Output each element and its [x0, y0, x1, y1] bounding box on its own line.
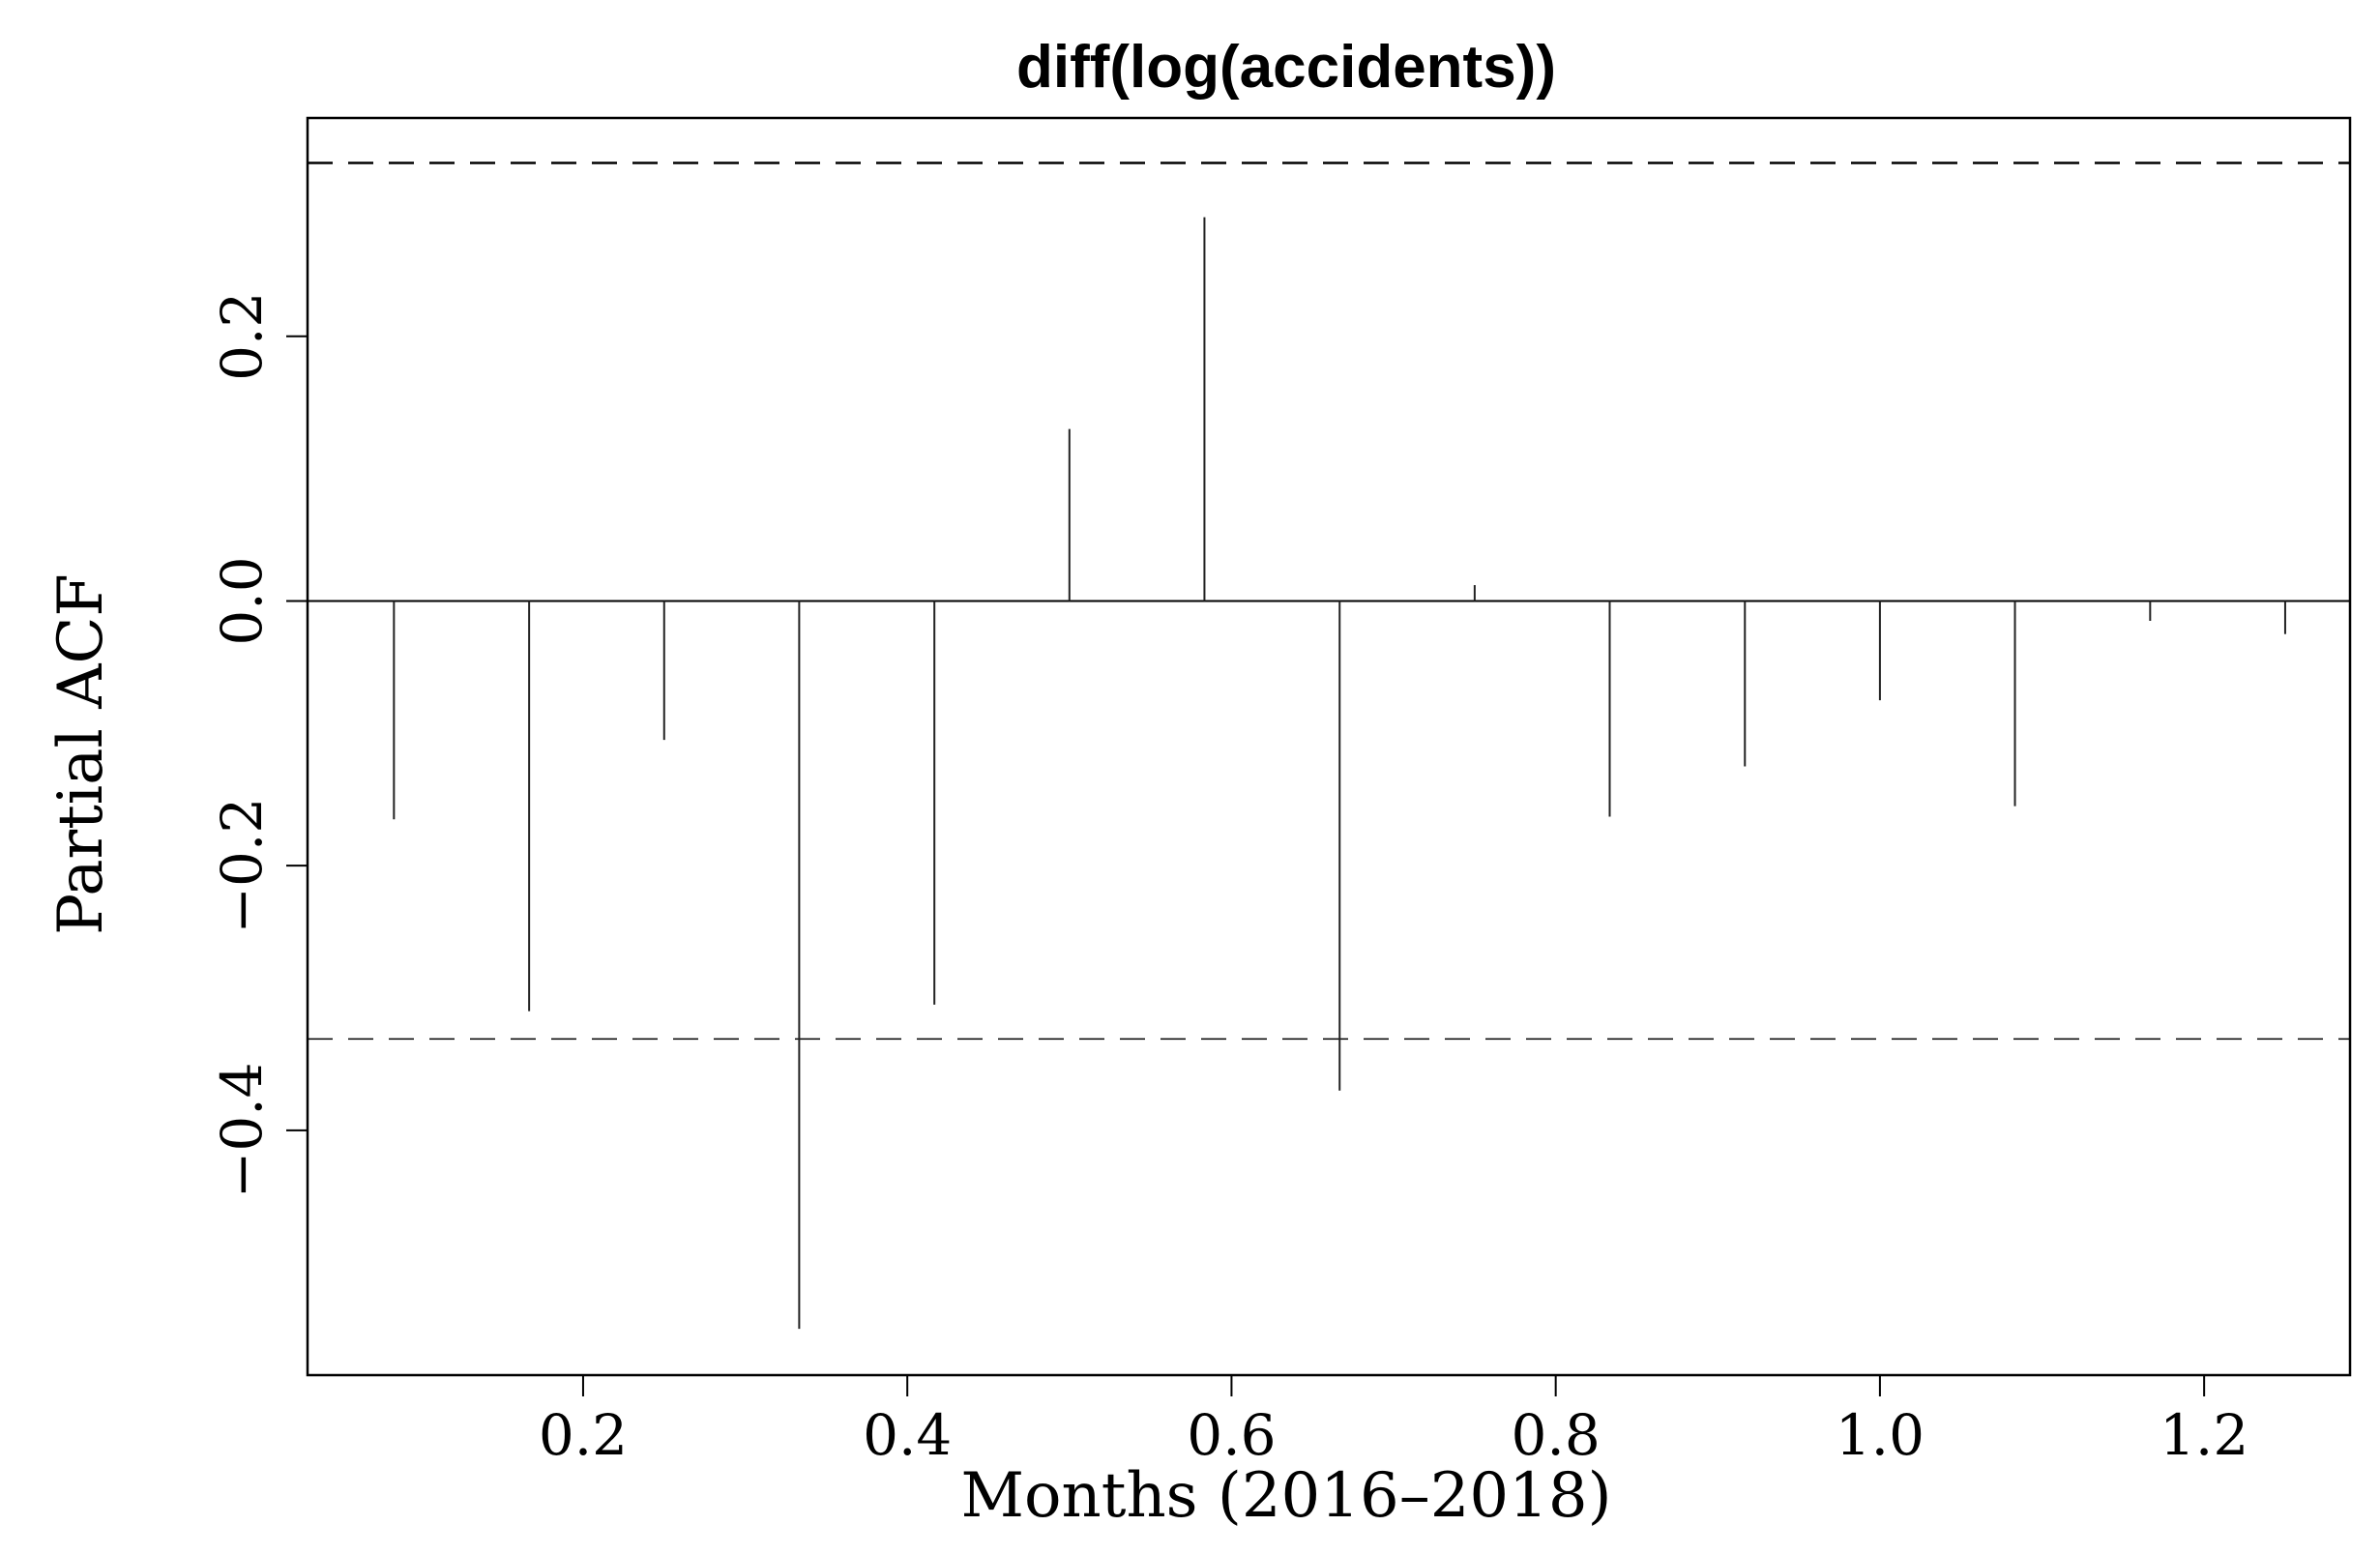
x-tick-label-0.8: 0.8 [1512, 1402, 1601, 1468]
y-tick-label-0.2: 0.2 [209, 292, 275, 381]
y-tick-label-0: 0.0 [209, 556, 275, 645]
plot-frame [306, 116, 2352, 1377]
x-tick-label-1.0: 1.0 [1836, 1402, 1925, 1468]
x-tick-label-1.2: 1.2 [2160, 1402, 2248, 1468]
plot-layer: 0.2 0.4 0.6 0.8 1.0 1.2 −0.4 −0.2 0.0 0.2 [209, 116, 2352, 1468]
y-tick-label--0.2: −0.2 [209, 798, 275, 934]
chart-title: diff(log(accidents)) [1016, 34, 1556, 101]
x-tick-label-0.4: 0.4 [863, 1402, 952, 1468]
x-axis-label: Months (2016–2018) [960, 1460, 1611, 1532]
x-tick-label-0.2: 0.2 [539, 1402, 628, 1468]
y-tick-label--0.4: −0.4 [209, 1062, 275, 1198]
y-axis-label: Partial ACF [45, 573, 117, 935]
x-tick-label-0.6: 0.6 [1187, 1402, 1276, 1468]
